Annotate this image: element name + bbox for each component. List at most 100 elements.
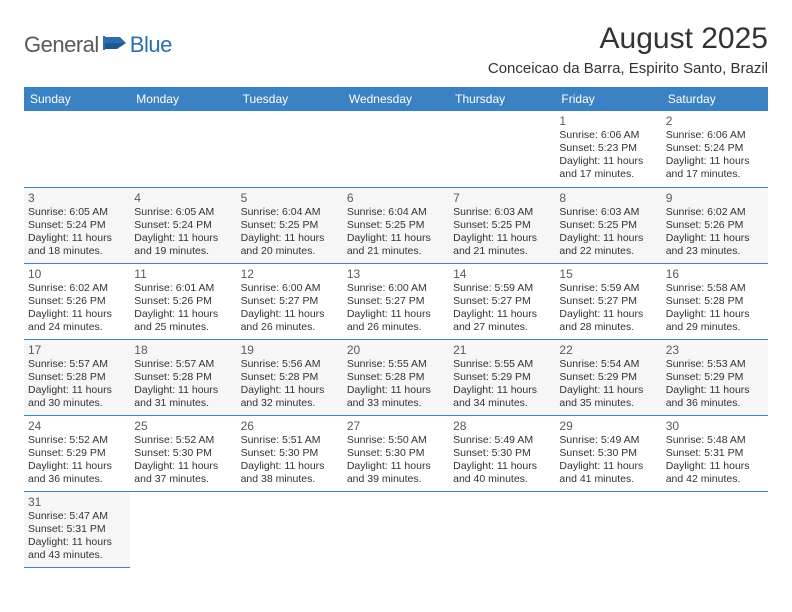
calendar-cell: 16Sunrise: 5:58 AMSunset: 5:28 PMDayligh… bbox=[662, 263, 768, 339]
day-info: Sunrise: 6:00 AMSunset: 5:27 PMDaylight:… bbox=[241, 282, 339, 335]
day-info: Sunrise: 5:54 AMSunset: 5:29 PMDaylight:… bbox=[559, 358, 657, 411]
sunset-text: Sunset: 5:27 PM bbox=[559, 295, 657, 308]
day-info: Sunrise: 5:52 AMSunset: 5:29 PMDaylight:… bbox=[28, 434, 126, 487]
sunrise-text: Sunrise: 6:01 AM bbox=[134, 282, 232, 295]
daylight-text: Daylight: 11 hours and 22 minutes. bbox=[559, 232, 657, 258]
day-info: Sunrise: 5:55 AMSunset: 5:29 PMDaylight:… bbox=[453, 358, 551, 411]
calendar-cell: 3Sunrise: 6:05 AMSunset: 5:24 PMDaylight… bbox=[24, 187, 130, 263]
day-number: 30 bbox=[666, 419, 764, 433]
day-info: Sunrise: 6:00 AMSunset: 5:27 PMDaylight:… bbox=[347, 282, 445, 335]
day-header-row: Sunday Monday Tuesday Wednesday Thursday… bbox=[24, 87, 768, 111]
day-number: 29 bbox=[559, 419, 657, 433]
daylight-text: Daylight: 11 hours and 19 minutes. bbox=[134, 232, 232, 258]
calendar-cell: 6Sunrise: 6:04 AMSunset: 5:25 PMDaylight… bbox=[343, 187, 449, 263]
calendar-cell: 26Sunrise: 5:51 AMSunset: 5:30 PMDayligh… bbox=[237, 415, 343, 491]
daylight-text: Daylight: 11 hours and 36 minutes. bbox=[666, 384, 764, 410]
calendar-cell: 25Sunrise: 5:52 AMSunset: 5:30 PMDayligh… bbox=[130, 415, 236, 491]
sunset-text: Sunset: 5:25 PM bbox=[347, 219, 445, 232]
day-header: Sunday bbox=[24, 87, 130, 111]
day-number: 31 bbox=[28, 495, 126, 509]
calendar-cell: 19Sunrise: 5:56 AMSunset: 5:28 PMDayligh… bbox=[237, 339, 343, 415]
sunrise-text: Sunrise: 5:50 AM bbox=[347, 434, 445, 447]
logo-text-blue: Blue bbox=[130, 32, 172, 58]
day-number: 10 bbox=[28, 267, 126, 281]
sunrise-text: Sunrise: 5:52 AM bbox=[28, 434, 126, 447]
location-text: Conceicao da Barra, Espirito Santo, Braz… bbox=[488, 60, 768, 77]
calendar-cell: 4Sunrise: 6:05 AMSunset: 5:24 PMDaylight… bbox=[130, 187, 236, 263]
sunrise-text: Sunrise: 6:05 AM bbox=[134, 206, 232, 219]
day-info: Sunrise: 6:02 AMSunset: 5:26 PMDaylight:… bbox=[28, 282, 126, 335]
calendar-cell: 14Sunrise: 5:59 AMSunset: 5:27 PMDayligh… bbox=[449, 263, 555, 339]
day-number: 27 bbox=[347, 419, 445, 433]
calendar-cell: 2Sunrise: 6:06 AMSunset: 5:24 PMDaylight… bbox=[662, 111, 768, 187]
sunset-text: Sunset: 5:25 PM bbox=[559, 219, 657, 232]
calendar-cell bbox=[24, 111, 130, 187]
day-info: Sunrise: 5:51 AMSunset: 5:30 PMDaylight:… bbox=[241, 434, 339, 487]
day-info: Sunrise: 6:04 AMSunset: 5:25 PMDaylight:… bbox=[347, 206, 445, 259]
day-number: 13 bbox=[347, 267, 445, 281]
calendar-cell: 28Sunrise: 5:49 AMSunset: 5:30 PMDayligh… bbox=[449, 415, 555, 491]
calendar-cell bbox=[237, 491, 343, 567]
day-number: 19 bbox=[241, 343, 339, 357]
sunrise-text: Sunrise: 5:55 AM bbox=[347, 358, 445, 371]
day-info: Sunrise: 6:06 AMSunset: 5:23 PMDaylight:… bbox=[559, 129, 657, 182]
sunrise-text: Sunrise: 5:53 AM bbox=[666, 358, 764, 371]
day-number: 14 bbox=[453, 267, 551, 281]
sunset-text: Sunset: 5:26 PM bbox=[28, 295, 126, 308]
sunrise-text: Sunrise: 6:03 AM bbox=[559, 206, 657, 219]
daylight-text: Daylight: 11 hours and 40 minutes. bbox=[453, 460, 551, 486]
daylight-text: Daylight: 11 hours and 26 minutes. bbox=[241, 308, 339, 334]
page-title: August 2025 bbox=[488, 22, 768, 56]
daylight-text: Daylight: 11 hours and 17 minutes. bbox=[559, 155, 657, 181]
calendar-cell: 27Sunrise: 5:50 AMSunset: 5:30 PMDayligh… bbox=[343, 415, 449, 491]
day-number: 6 bbox=[347, 191, 445, 205]
day-info: Sunrise: 5:55 AMSunset: 5:28 PMDaylight:… bbox=[347, 358, 445, 411]
day-number: 12 bbox=[241, 267, 339, 281]
sunset-text: Sunset: 5:31 PM bbox=[28, 523, 126, 536]
day-info: Sunrise: 6:05 AMSunset: 5:24 PMDaylight:… bbox=[134, 206, 232, 259]
sunrise-text: Sunrise: 5:51 AM bbox=[241, 434, 339, 447]
sunrise-text: Sunrise: 6:00 AM bbox=[347, 282, 445, 295]
day-number: 26 bbox=[241, 419, 339, 433]
daylight-text: Daylight: 11 hours and 26 minutes. bbox=[347, 308, 445, 334]
sunrise-text: Sunrise: 6:05 AM bbox=[28, 206, 126, 219]
day-info: Sunrise: 6:03 AMSunset: 5:25 PMDaylight:… bbox=[559, 206, 657, 259]
calendar-cell: 21Sunrise: 5:55 AMSunset: 5:29 PMDayligh… bbox=[449, 339, 555, 415]
sunset-text: Sunset: 5:28 PM bbox=[241, 371, 339, 384]
sunset-text: Sunset: 5:24 PM bbox=[134, 219, 232, 232]
sunset-text: Sunset: 5:28 PM bbox=[666, 295, 764, 308]
daylight-text: Daylight: 11 hours and 34 minutes. bbox=[453, 384, 551, 410]
daylight-text: Daylight: 11 hours and 31 minutes. bbox=[134, 384, 232, 410]
daylight-text: Daylight: 11 hours and 17 minutes. bbox=[666, 155, 764, 181]
day-info: Sunrise: 6:04 AMSunset: 5:25 PMDaylight:… bbox=[241, 206, 339, 259]
daylight-text: Daylight: 11 hours and 30 minutes. bbox=[28, 384, 126, 410]
sunrise-text: Sunrise: 6:04 AM bbox=[241, 206, 339, 219]
day-header: Monday bbox=[130, 87, 236, 111]
daylight-text: Daylight: 11 hours and 23 minutes. bbox=[666, 232, 764, 258]
calendar-cell: 9Sunrise: 6:02 AMSunset: 5:26 PMDaylight… bbox=[662, 187, 768, 263]
daylight-text: Daylight: 11 hours and 33 minutes. bbox=[347, 384, 445, 410]
day-number: 28 bbox=[453, 419, 551, 433]
day-info: Sunrise: 5:49 AMSunset: 5:30 PMDaylight:… bbox=[453, 434, 551, 487]
calendar-week-row: 31Sunrise: 5:47 AMSunset: 5:31 PMDayligh… bbox=[24, 491, 768, 567]
sunset-text: Sunset: 5:29 PM bbox=[453, 371, 551, 384]
calendar-week-row: 3Sunrise: 6:05 AMSunset: 5:24 PMDaylight… bbox=[24, 187, 768, 263]
sunrise-text: Sunrise: 5:55 AM bbox=[453, 358, 551, 371]
daylight-text: Daylight: 11 hours and 21 minutes. bbox=[347, 232, 445, 258]
daylight-text: Daylight: 11 hours and 21 minutes. bbox=[453, 232, 551, 258]
daylight-text: Daylight: 11 hours and 38 minutes. bbox=[241, 460, 339, 486]
day-number: 23 bbox=[666, 343, 764, 357]
day-header: Friday bbox=[555, 87, 661, 111]
calendar-cell: 23Sunrise: 5:53 AMSunset: 5:29 PMDayligh… bbox=[662, 339, 768, 415]
sunset-text: Sunset: 5:28 PM bbox=[28, 371, 126, 384]
daylight-text: Daylight: 11 hours and 24 minutes. bbox=[28, 308, 126, 334]
sunrise-text: Sunrise: 6:02 AM bbox=[666, 206, 764, 219]
sunrise-text: Sunrise: 6:03 AM bbox=[453, 206, 551, 219]
sunset-text: Sunset: 5:30 PM bbox=[559, 447, 657, 460]
calendar-cell: 5Sunrise: 6:04 AMSunset: 5:25 PMDaylight… bbox=[237, 187, 343, 263]
day-info: Sunrise: 5:52 AMSunset: 5:30 PMDaylight:… bbox=[134, 434, 232, 487]
calendar-cell bbox=[449, 491, 555, 567]
daylight-text: Daylight: 11 hours and 25 minutes. bbox=[134, 308, 232, 334]
calendar-cell: 31Sunrise: 5:47 AMSunset: 5:31 PMDayligh… bbox=[24, 491, 130, 567]
day-number: 1 bbox=[559, 114, 657, 128]
